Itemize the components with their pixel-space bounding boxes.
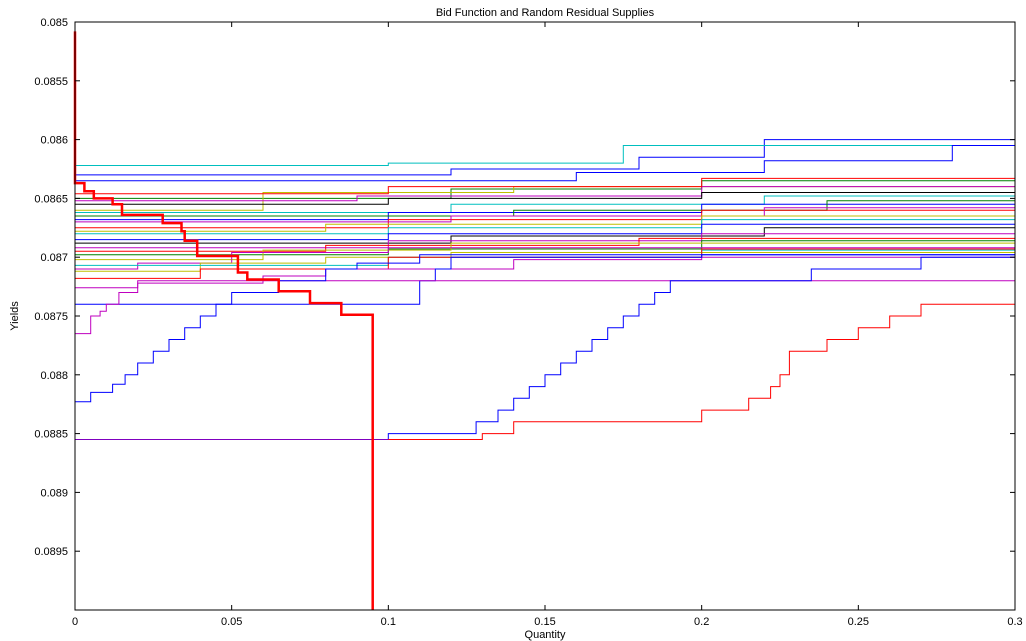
x-tick-label: 0.15 <box>534 616 555 628</box>
y-tick-label: 0.088 <box>40 370 68 382</box>
y-tick-label: 0.087 <box>40 252 68 264</box>
residual-supply-line-7 <box>75 169 1016 195</box>
y-axis-label: Yields <box>9 301 21 331</box>
x-tick-label: 0.3 <box>1007 616 1022 628</box>
x-axis-label: Quantity <box>525 629 566 641</box>
y-tick-label: 0.0895 <box>34 546 68 558</box>
bid-function-line <box>73 31 374 610</box>
residual-supply-line-5 <box>75 184 1016 211</box>
y-tick-label: 0.0855 <box>34 76 68 88</box>
x-tick-label: 0.1 <box>381 616 396 628</box>
x-tick-label: 0.2 <box>694 616 709 628</box>
residual-supply-line-24 <box>75 243 1016 266</box>
y-tick-label: 0.0875 <box>34 311 68 323</box>
x-tick-label: 0.25 <box>848 616 869 628</box>
series-layer <box>74 127 1016 610</box>
residual-supply-line-25 <box>75 243 1016 279</box>
residual-supply-line-30 <box>75 256 1015 440</box>
y-tick-label: 0.086 <box>40 135 68 147</box>
y-axis: 0.085 0.0855 0.086 0.0865 0.087 0.0875 0.088 0.… <box>34 17 1015 558</box>
residual-supply-line-8 <box>75 186 1016 213</box>
residual-supply-line-22 <box>75 245 1016 270</box>
y-tick-label: 0.0865 <box>34 193 68 205</box>
residual-supply-line-3 <box>75 145 1015 182</box>
bid-layer <box>73 31 374 610</box>
y-tick-label: 0.085 <box>40 17 68 29</box>
residual-supply-line-1 <box>75 127 1016 176</box>
residual-supply-line-31 <box>372 303 1015 440</box>
residual-supply-line-2 <box>75 139 1016 166</box>
x-axis: 0 0.05 0.1 0.15 0.2 0.25 0.3 <box>72 22 1023 628</box>
residual-supply-line-28 <box>75 278 1016 335</box>
y-tick-label: 0.0885 <box>34 429 68 441</box>
chart-title: Bid Function and Random Residual Supplie… <box>436 7 655 19</box>
x-tick-label: 0.05 <box>221 616 242 628</box>
residual-supply-line-29 <box>75 251 1016 403</box>
residual-supply-line-23 <box>75 250 1016 272</box>
x-tick-label: 0 <box>72 616 78 628</box>
y-tick-label: 0.089 <box>40 487 68 499</box>
